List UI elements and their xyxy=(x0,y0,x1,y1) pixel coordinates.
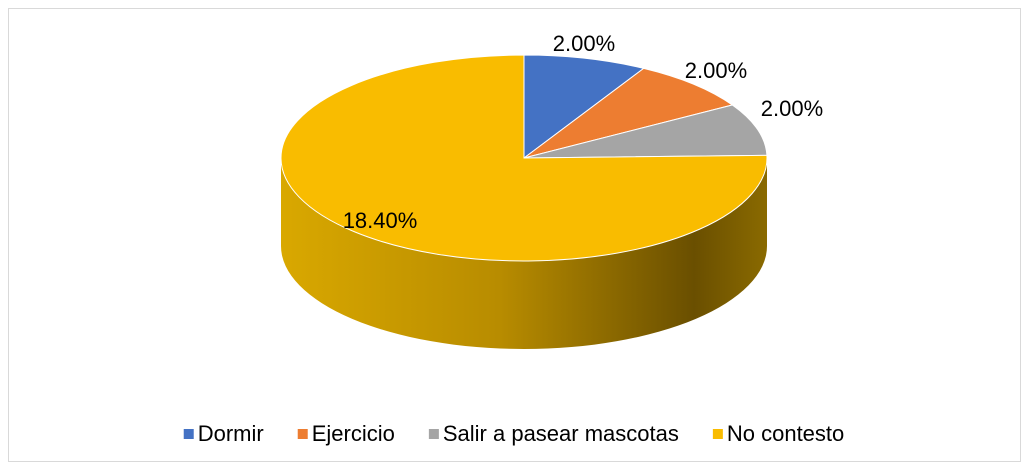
legend: Dormir Ejercicio Salir a pasear mascotas No… xyxy=(183,421,844,446)
legend-label: Ejercicio xyxy=(312,421,395,446)
legend-item: Salir a pasear mascotas xyxy=(428,421,679,446)
legend-label: No contesto xyxy=(727,421,844,446)
legend-item: No contesto xyxy=(712,421,844,446)
legend-label: Dormir xyxy=(198,421,264,446)
legend-swatch xyxy=(183,429,194,439)
data-label: 18.40% xyxy=(343,208,418,233)
pie: 2.00% 2.00% 2.00% 18.40% xyxy=(280,31,823,349)
pie-slice xyxy=(523,54,645,159)
legend-swatch xyxy=(712,429,723,439)
legend-item: Dormir xyxy=(183,421,264,446)
pie-slice xyxy=(523,67,734,159)
data-label: 2.00% xyxy=(685,58,747,83)
pie-slice xyxy=(523,104,768,159)
data-label: 2.00% xyxy=(761,96,823,121)
legend-label: Salir a pasear mascotas xyxy=(443,421,679,446)
legend-item: Ejercicio xyxy=(297,421,395,446)
pie-slice xyxy=(280,54,768,262)
data-label: 2.00% xyxy=(553,31,615,56)
legend-swatch xyxy=(297,429,308,439)
pie-side xyxy=(281,158,767,349)
legend-swatch xyxy=(428,429,439,439)
